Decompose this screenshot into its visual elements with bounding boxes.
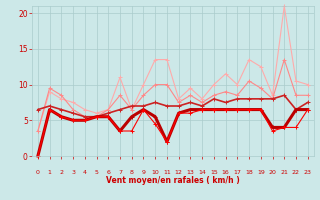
X-axis label: Vent moyen/en rafales ( km/h ): Vent moyen/en rafales ( km/h ) [106,176,240,185]
